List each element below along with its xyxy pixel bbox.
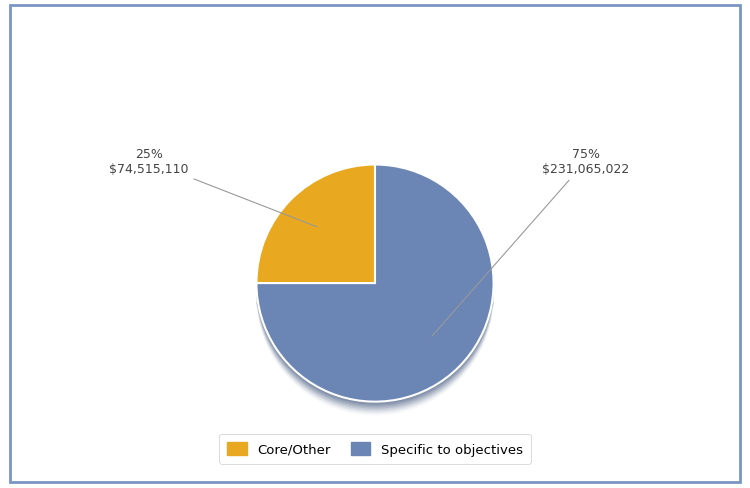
Ellipse shape bbox=[256, 287, 494, 323]
Ellipse shape bbox=[256, 275, 494, 310]
Wedge shape bbox=[256, 166, 494, 403]
Text: Strategic Plan: Strategic Plan bbox=[412, 73, 514, 87]
Text: 25%
$74,515,110: 25% $74,515,110 bbox=[109, 148, 317, 227]
Wedge shape bbox=[256, 177, 494, 413]
Wedge shape bbox=[256, 166, 375, 285]
Ellipse shape bbox=[256, 285, 494, 321]
Wedge shape bbox=[256, 169, 494, 406]
Ellipse shape bbox=[256, 279, 494, 315]
Wedge shape bbox=[256, 165, 494, 402]
Wedge shape bbox=[256, 169, 375, 288]
Wedge shape bbox=[256, 171, 494, 407]
Wedge shape bbox=[256, 172, 494, 409]
Wedge shape bbox=[256, 175, 494, 412]
Text: 75%
$231,065,022: 75% $231,065,022 bbox=[432, 148, 629, 336]
Wedge shape bbox=[256, 174, 494, 410]
Text: ASD Funding: Alignment with IACC: ASD Funding: Alignment with IACC bbox=[154, 73, 412, 87]
Wedge shape bbox=[256, 172, 375, 290]
Text: 2013: 2013 bbox=[348, 30, 402, 48]
Wedge shape bbox=[256, 174, 375, 292]
Wedge shape bbox=[256, 165, 494, 402]
Ellipse shape bbox=[256, 283, 494, 325]
Text: Objectives: Objectives bbox=[514, 73, 596, 87]
Wedge shape bbox=[256, 165, 375, 284]
Ellipse shape bbox=[256, 281, 494, 317]
Wedge shape bbox=[256, 171, 375, 289]
Legend: Core/Other, Specific to objectives: Core/Other, Specific to objectives bbox=[219, 434, 531, 464]
Ellipse shape bbox=[256, 277, 494, 313]
Wedge shape bbox=[256, 177, 375, 295]
Wedge shape bbox=[256, 165, 375, 284]
Wedge shape bbox=[256, 168, 494, 405]
Ellipse shape bbox=[256, 283, 494, 319]
Wedge shape bbox=[256, 175, 375, 293]
Wedge shape bbox=[256, 168, 375, 286]
